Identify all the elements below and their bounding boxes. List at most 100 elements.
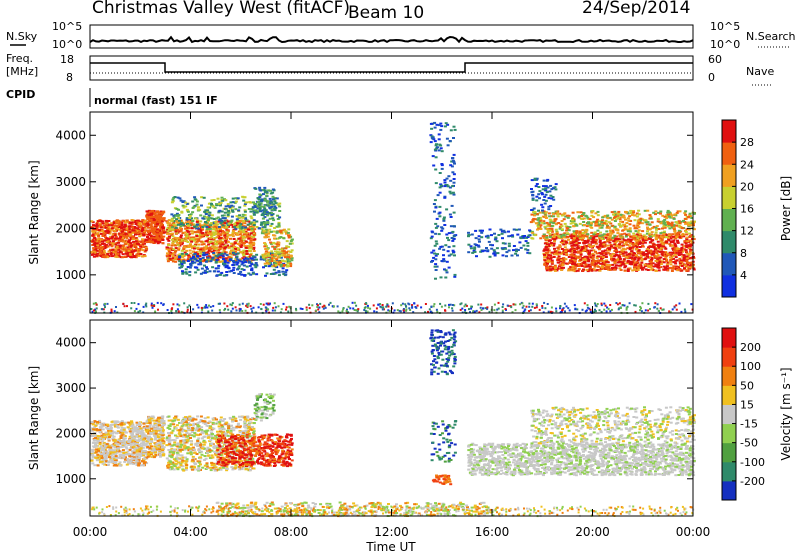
data-cell — [240, 226, 244, 229]
data-cell — [168, 229, 172, 232]
data-cell — [451, 171, 455, 174]
data-cell — [556, 261, 560, 264]
data-cell — [648, 235, 652, 238]
data-cell — [115, 222, 118, 225]
data-cell — [622, 216, 626, 219]
data-cell — [261, 212, 265, 215]
data-cell — [235, 233, 239, 236]
data-cell — [556, 257, 560, 260]
data-cell — [198, 261, 202, 264]
data-cell — [512, 249, 515, 252]
data-cell — [642, 234, 646, 237]
data-cell — [284, 230, 288, 233]
data-cell — [275, 230, 279, 233]
data-cell — [220, 210, 224, 213]
data-cell — [429, 141, 433, 144]
data-cell — [689, 263, 693, 266]
data-cell — [227, 246, 231, 249]
data-cell — [194, 217, 198, 220]
nsearch-label: N.Search — [746, 30, 796, 43]
data-cell — [186, 260, 190, 262]
data-cell — [143, 231, 147, 234]
data-cell — [285, 265, 289, 268]
data-cell — [269, 189, 272, 192]
data-cell — [185, 217, 189, 220]
data-cell — [590, 231, 594, 234]
data-cell — [244, 240, 248, 243]
data-cell — [624, 241, 628, 244]
data-cell — [226, 259, 230, 262]
data-cell — [286, 262, 290, 265]
data-cell — [231, 264, 235, 266]
data-cell — [656, 240, 660, 243]
data-cell — [184, 245, 188, 248]
data-cell — [608, 247, 612, 250]
data-cell — [202, 243, 206, 246]
data-cell — [671, 241, 675, 243]
data-cell — [218, 218, 222, 221]
data-cell — [271, 217, 275, 220]
data-cell — [437, 124, 441, 127]
data-cell — [90, 220, 94, 223]
data-cell — [123, 255, 127, 258]
data-cell — [218, 219, 222, 222]
data-cell — [620, 216, 624, 219]
data-cell — [261, 226, 265, 229]
data-cell — [556, 253, 560, 256]
data-cell — [607, 221, 611, 224]
data-cell — [682, 254, 686, 257]
data-cell — [649, 268, 653, 271]
data-cell — [191, 250, 195, 253]
data-cell — [216, 233, 220, 236]
data-cell — [663, 224, 667, 226]
data-cell — [230, 204, 234, 207]
data-cell — [178, 226, 182, 229]
data-cell — [685, 260, 689, 263]
data-cell — [200, 204, 203, 207]
data-cell — [247, 228, 250, 231]
data-cell — [190, 227, 194, 230]
data-cell — [589, 249, 593, 252]
data-cell — [564, 225, 568, 228]
data-cell — [186, 210, 190, 213]
data-cell — [210, 250, 214, 253]
data-cell — [602, 260, 606, 263]
data-cell — [227, 222, 231, 225]
data-cell — [290, 259, 294, 262]
data-cell — [121, 248, 125, 251]
data-cell — [265, 245, 268, 248]
data-cell — [286, 257, 289, 260]
data-cell — [612, 257, 616, 260]
data-cell — [668, 251, 672, 254]
data-cell — [567, 238, 570, 241]
data-cell — [640, 258, 644, 260]
data-cell — [432, 249, 436, 252]
data-cell — [221, 241, 225, 244]
data-cell — [669, 241, 673, 244]
data-cell — [639, 265, 643, 268]
data-cell — [440, 125, 444, 128]
data-cell — [255, 220, 259, 223]
data-cell — [231, 246, 235, 249]
data-cell — [661, 231, 664, 234]
data-cell — [239, 223, 243, 226]
data-cell — [635, 241, 639, 244]
data-cell — [550, 262, 554, 265]
data-cell — [626, 217, 630, 220]
data-cell — [611, 229, 615, 232]
data-cell — [549, 221, 553, 224]
data-cell — [266, 203, 270, 206]
data-cell — [594, 224, 598, 227]
data-cell — [639, 251, 643, 254]
data-cell — [592, 236, 596, 239]
data-cell — [180, 266, 184, 269]
data-cell — [208, 211, 212, 214]
data-cell — [234, 208, 238, 211]
data-cell — [675, 221, 678, 224]
data-cell — [242, 221, 246, 224]
data-cell — [249, 237, 253, 240]
data-cell — [625, 222, 629, 224]
data-cell — [199, 220, 203, 223]
data-cell — [574, 240, 578, 243]
data-cell — [215, 236, 219, 239]
